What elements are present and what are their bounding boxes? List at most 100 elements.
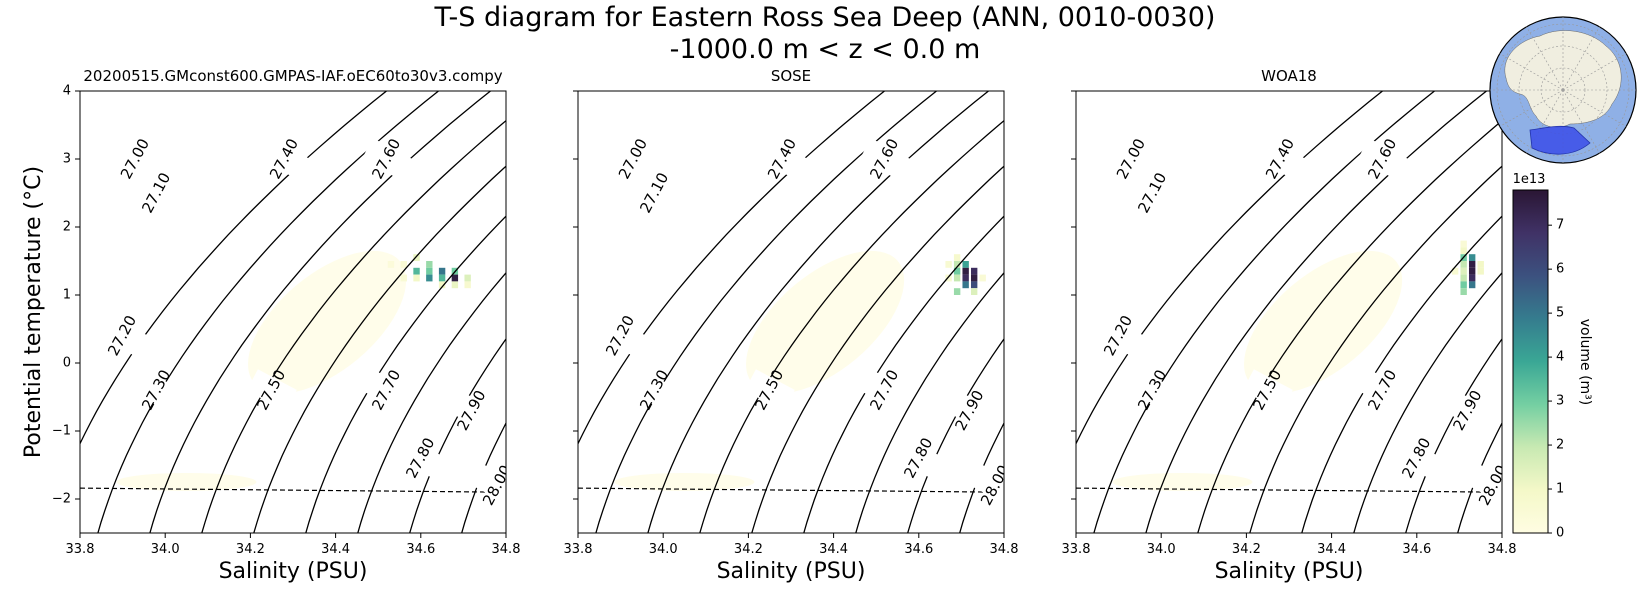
density-contour	[305, 215, 506, 533]
contour-label-bg	[1255, 138, 1306, 180]
volume-cloud	[746, 250, 905, 394]
contour-label-bg	[1127, 172, 1178, 214]
colorbar-tick-label: 0	[1556, 526, 1564, 541]
volume-bin	[464, 281, 471, 289]
plot-frame	[79, 90, 507, 534]
contour-label-bg	[629, 172, 680, 214]
contour-label-bg	[259, 138, 310, 180]
x-tick-label: 34.8	[492, 542, 521, 557]
map-region	[1529, 125, 1591, 155]
map-longitude-line	[1562, 89, 1627, 127]
x-tick-label: 34.8	[1488, 542, 1517, 557]
map-longitude-line	[1499, 53, 1564, 91]
contour-label-bg	[970, 464, 1004, 507]
volume-bin	[413, 274, 420, 282]
x-tick-label: 34.4	[1317, 542, 1346, 557]
contour-label-bg	[1357, 369, 1408, 412]
colorbar-tick-label: 6	[1556, 262, 1564, 277]
x-axis-label: Salinity (PSU)	[717, 559, 866, 584]
colorbar-tick-label: 3	[1556, 394, 1564, 409]
x-tick-label: 34.8	[990, 542, 1019, 557]
figure-title: T-S diagram for Eastern Ross Sea Deep (A…	[434, 2, 1216, 33]
contour-label-bg	[1242, 369, 1293, 412]
plot-frame	[577, 90, 1005, 534]
density-contour	[1353, 271, 1502, 533]
panel-plot-area: 27.0027.1027.2027.3027.4027.5027.6027.70…	[1076, 91, 1502, 533]
volume-bin	[400, 261, 407, 268]
volume-bin	[464, 274, 471, 282]
map-land	[1504, 30, 1622, 128]
volume-bin	[970, 274, 978, 282]
contour-label-bg	[595, 314, 646, 357]
volume-bin	[962, 261, 969, 268]
x-tick-label: 34.6	[406, 542, 435, 557]
volume-bin	[1468, 267, 1476, 275]
volume-bin	[426, 274, 433, 282]
contour-label-bg	[757, 138, 808, 180]
density-contour	[595, 91, 937, 533]
volume-bin	[962, 281, 969, 289]
density-contour	[461, 421, 506, 533]
volume-bin	[1460, 267, 1467, 275]
y-tick-label: 1	[63, 288, 71, 303]
volume-cloud	[248, 250, 407, 394]
colorbar-tick-label: 7	[1556, 218, 1564, 233]
volume-bin	[413, 254, 420, 261]
density-contour	[803, 215, 1004, 533]
x-tick-label: 33.8	[66, 542, 95, 557]
map-longitude-line	[1562, 89, 1600, 154]
panel-title: SOSE	[771, 67, 811, 85]
panel-2: 27.0027.1027.2027.3027.4027.5027.6027.70…	[564, 67, 1019, 584]
volume-bin	[962, 274, 969, 282]
colorbar: 0 1 2 3 4 5 6 7 1e13 volume (m³)	[1512, 172, 1593, 541]
volume-bin	[945, 274, 952, 282]
volume-bin	[1451, 267, 1459, 275]
volume-bin	[1460, 281, 1467, 289]
volume-bin	[970, 288, 978, 295]
density-contour	[1197, 119, 1502, 533]
volume-bin	[953, 261, 961, 268]
volume-bin	[1460, 247, 1467, 255]
density-contour	[855, 271, 1004, 533]
volume-bin	[962, 267, 969, 275]
volume-bin	[1460, 288, 1467, 295]
contour-label-bg	[1391, 437, 1442, 480]
y-axis-label: Potential temperature (°C)	[21, 166, 46, 458]
volume-bin	[1477, 261, 1484, 268]
contour-label-bg	[472, 464, 506, 507]
x-tick-label: 34.2	[1232, 542, 1261, 557]
inset-map	[1489, 16, 1637, 164]
x-tick-label: 34.0	[151, 542, 180, 557]
x-tick-label: 33.8	[564, 542, 593, 557]
contour-label-bg	[1106, 138, 1157, 180]
panel-3: 27.0027.1027.2027.3027.4027.5027.6027.70…	[1062, 67, 1517, 584]
freezing-line	[1076, 487, 1502, 493]
colorbar-tick-label: 2	[1556, 438, 1564, 453]
contour-label-bg	[1442, 389, 1493, 432]
colorbar-bar	[1512, 189, 1549, 534]
density-contour	[1093, 91, 1435, 533]
volume-bin	[970, 281, 978, 289]
volume-bin	[1468, 281, 1476, 289]
volume-bin	[1460, 261, 1467, 268]
y-tick-label: 3	[63, 152, 71, 167]
volume-bin	[387, 261, 395, 268]
volume-bin	[438, 281, 446, 289]
volume-bin	[438, 274, 446, 282]
colorbar-label: volume (m³)	[1577, 319, 1593, 406]
density-contour	[357, 271, 506, 533]
volume-bin	[953, 274, 961, 282]
colorbar-tick-label: 4	[1556, 350, 1564, 365]
colorbar-exponent: 1e13	[1513, 172, 1546, 187]
panel-1: 27.0027.1027.2027.3027.4027.5027.6027.70…	[21, 67, 521, 584]
panel-title: 20200515.GMconst600.GMPAS-IAF.oEC60to30v…	[83, 67, 502, 85]
volume-bin	[426, 261, 433, 268]
density-contour	[201, 119, 506, 533]
volume-bin	[970, 267, 978, 275]
volume-bin	[1460, 240, 1467, 248]
map-longitude-line	[1499, 89, 1564, 127]
density-contour	[409, 337, 506, 533]
contour-label-bg	[893, 437, 944, 480]
contour-label-bg	[361, 138, 412, 180]
